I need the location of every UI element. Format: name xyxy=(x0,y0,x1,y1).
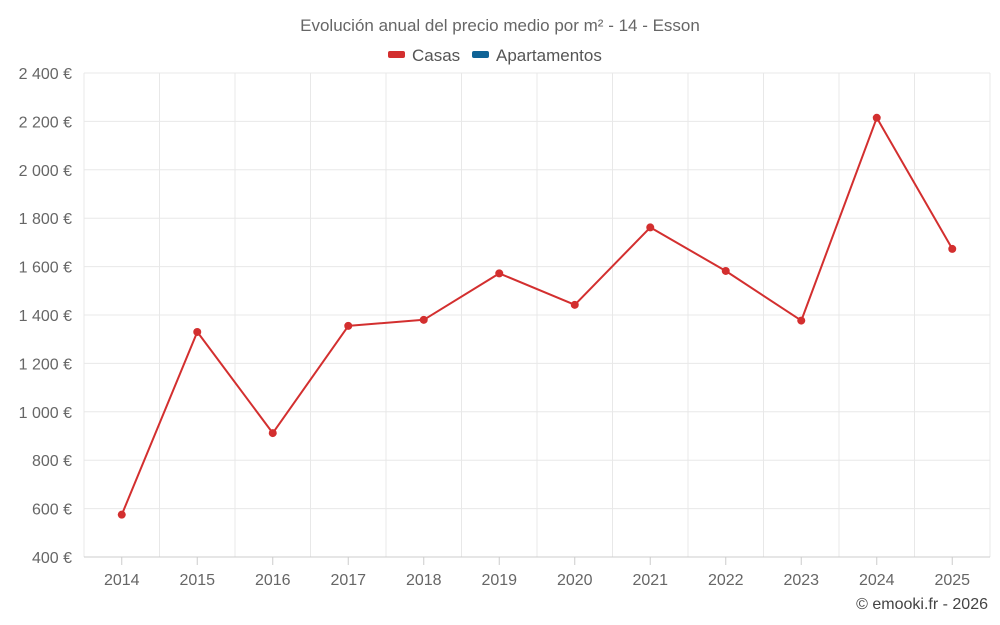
data-point-casas-2020[interactable] xyxy=(570,300,579,309)
x-axis-ticks: 2014 2015 2016 2017 2018 2019 2020 2021 2022 2023… xyxy=(104,557,970,589)
y-tick-label: 600 € xyxy=(32,502,72,519)
data-point-casas-2024[interactable] xyxy=(872,113,881,122)
chart-title: Evolución anual del precio medio por m² … xyxy=(300,16,700,35)
x-tick-label: 2016 xyxy=(255,572,291,589)
legend-label-casas[interactable]: Casas xyxy=(412,46,460,65)
y-tick-label: 1 800 € xyxy=(19,211,72,228)
data-point-casas-2025[interactable] xyxy=(948,244,957,253)
grid xyxy=(83,72,991,558)
data-point-casas-2014[interactable] xyxy=(117,510,126,519)
y-tick-label: 400 € xyxy=(32,550,72,567)
credit-text: © emooki.fr - 2026 xyxy=(856,596,988,613)
x-tick-label: 2025 xyxy=(934,572,970,589)
y-tick-label: 2 400 € xyxy=(19,66,72,83)
y-tick-label: 1 400 € xyxy=(19,308,72,325)
x-tick-label: 2022 xyxy=(708,572,744,589)
y-tick-label: 2 000 € xyxy=(19,163,72,180)
legend: Casas Apartamentos xyxy=(388,46,602,65)
y-tick-label: 1 200 € xyxy=(19,356,72,373)
data-point-casas-2015[interactable] xyxy=(193,327,202,336)
data-point-casas-2023[interactable] xyxy=(797,316,806,325)
x-tick-label: 2023 xyxy=(783,572,819,589)
series-casas xyxy=(117,113,957,519)
x-tick-label: 2024 xyxy=(859,572,895,589)
y-axis-ticks: 400 € 600 € 800 € 1 000 € 1 200 € 1 400 € 1 60… xyxy=(19,66,72,567)
y-tick-label: 1 000 € xyxy=(19,405,72,422)
data-point-casas-2017[interactable] xyxy=(344,321,353,330)
legend-label-apartamentos[interactable]: Apartamentos xyxy=(496,46,602,65)
y-tick-label: 2 200 € xyxy=(19,114,72,131)
x-tick-label: 2019 xyxy=(481,572,517,589)
legend-swatch-apartamentos[interactable] xyxy=(472,51,489,58)
x-tick-label: 2018 xyxy=(406,572,442,589)
data-point-casas-2021[interactable] xyxy=(646,223,655,232)
data-point-casas-2022[interactable] xyxy=(721,266,730,275)
legend-swatch-casas[interactable] xyxy=(388,51,405,58)
x-tick-label: 2021 xyxy=(632,572,668,589)
y-tick-label: 800 € xyxy=(32,453,72,470)
series-line-casas xyxy=(120,116,954,515)
data-point-casas-2016[interactable] xyxy=(268,429,277,438)
data-point-casas-2019[interactable] xyxy=(495,269,504,278)
x-tick-label: 2020 xyxy=(557,572,593,589)
x-tick-label: 2017 xyxy=(330,572,366,589)
data-point-casas-2018[interactable] xyxy=(419,315,428,324)
y-tick-label: 1 600 € xyxy=(19,260,72,277)
x-tick-label: 2014 xyxy=(104,572,140,589)
x-tick-label: 2015 xyxy=(179,572,215,589)
